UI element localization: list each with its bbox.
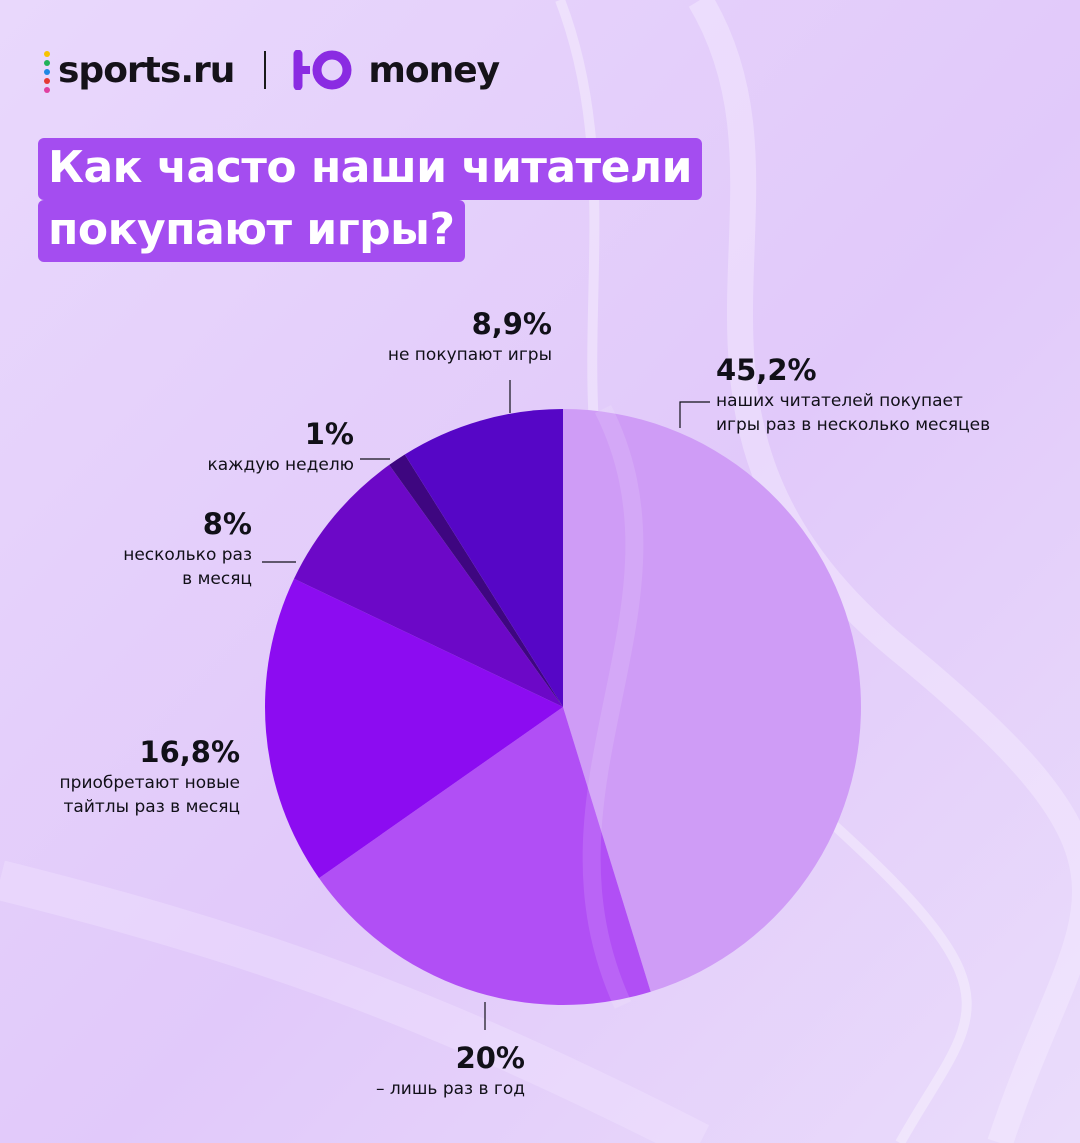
logo-dot bbox=[44, 60, 50, 66]
yoomoney-logo-mark bbox=[293, 50, 352, 90]
page-title: Как часто наши читатели покупают игры? bbox=[38, 138, 702, 262]
leader-line bbox=[679, 401, 710, 428]
logo-dot bbox=[44, 87, 50, 93]
slice-category-label: в месяц bbox=[182, 569, 252, 589]
sports-logo-text: sports.ru bbox=[58, 49, 235, 91]
slice-category-label: приобретают новые bbox=[60, 773, 240, 793]
sports-ru-logo: sports.ru bbox=[44, 47, 235, 93]
slice-category-label: игры раз в несколько месяцев bbox=[716, 415, 990, 435]
slice-category-label: – лишь раз в год bbox=[376, 1079, 525, 1099]
logo-dot bbox=[44, 69, 50, 75]
pie-slice bbox=[265, 578, 563, 879]
brand-logos: sports.ru money bbox=[44, 40, 500, 100]
slice-category-label: наших читателей покупает bbox=[716, 391, 963, 411]
slice-value-label: 8% bbox=[203, 507, 252, 541]
logo-dot bbox=[44, 78, 50, 84]
slice-value-label: 45,2% bbox=[716, 353, 817, 387]
sports-logo-dots bbox=[44, 51, 50, 93]
pie-slice bbox=[389, 454, 563, 707]
pie-slice bbox=[404, 409, 563, 707]
pie-slice bbox=[319, 707, 651, 1005]
pie-slice bbox=[294, 464, 563, 707]
slice-value-label: 16,8% bbox=[139, 735, 240, 769]
logo-divider bbox=[264, 51, 267, 89]
pie-slice bbox=[563, 409, 861, 992]
slice-value-label: 1% bbox=[305, 417, 354, 451]
pie-sheen bbox=[582, 404, 644, 1009]
logo-dot bbox=[44, 51, 50, 57]
slice-value-label: 20% bbox=[456, 1041, 525, 1075]
slice-category-label: не покупают игры bbox=[388, 345, 552, 365]
slice-category-label: тайтлы раз в месяц bbox=[64, 797, 240, 817]
title-line-2: покупают игры? bbox=[38, 200, 465, 262]
money-logo-text: money bbox=[368, 49, 500, 91]
title-line-1: Как часто наши читатели bbox=[38, 138, 702, 200]
slice-category-label: несколько раз bbox=[123, 545, 252, 565]
slice-category-label: каждую неделю bbox=[208, 455, 355, 475]
slice-value-label: 8,9% bbox=[472, 307, 552, 341]
